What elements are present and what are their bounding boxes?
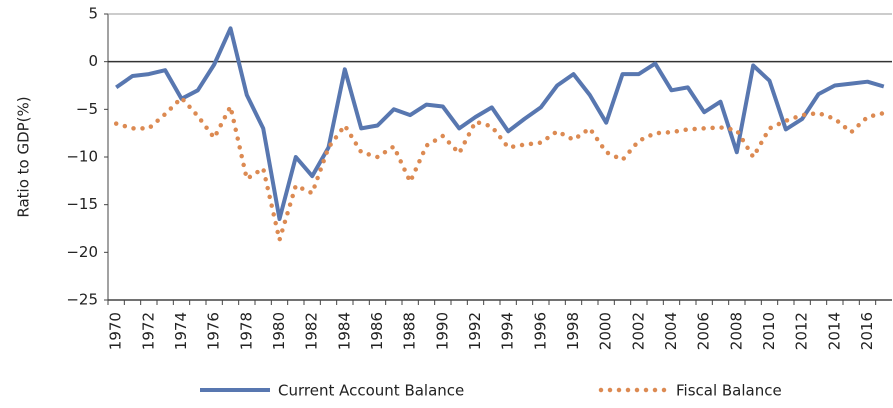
- x-tick-label: 1980: [270, 312, 288, 350]
- legend-label: Current Account Balance: [278, 382, 464, 400]
- x-tick-label: 2008: [727, 312, 745, 350]
- y-tick-label: −20: [66, 243, 98, 261]
- x-tick-label: 1972: [139, 312, 157, 350]
- y-tick-label: −25: [66, 291, 98, 309]
- x-tick-label: 2016: [858, 312, 876, 350]
- x-tick-label: 2012: [793, 312, 811, 350]
- x-tick-label: 2002: [629, 312, 647, 350]
- series-line: [113, 95, 887, 243]
- x-tick-label: 1986: [368, 312, 386, 350]
- x-tick-label: 1992: [466, 312, 484, 350]
- x-tick-label: 1998: [564, 312, 582, 350]
- x-tick-label: 2006: [695, 312, 713, 350]
- y-tick-label: 0: [88, 52, 98, 70]
- legend-label: Fiscal Balance: [676, 382, 782, 400]
- x-tick-label: 1978: [237, 312, 255, 350]
- x-tick-label: 1984: [335, 312, 353, 350]
- x-tick-label: 1990: [433, 312, 451, 350]
- y-tick-label: 5: [88, 5, 98, 23]
- x-tick-label: 1988: [401, 312, 419, 350]
- x-tick-label: 2014: [825, 312, 843, 350]
- x-tick-label: 2004: [662, 312, 680, 350]
- y-axis-label: Ratio to GDP(%): [15, 96, 33, 217]
- x-tick-label: 1994: [499, 312, 517, 350]
- x-tick-label: 1996: [531, 312, 549, 350]
- x-tick-label: 2010: [760, 312, 778, 350]
- series-line: [115, 26, 885, 221]
- y-tick-label: −5: [76, 100, 98, 118]
- y-tick-label: −15: [66, 195, 98, 213]
- x-tick-label: 1976: [205, 312, 223, 350]
- x-tick-label: 1970: [107, 312, 125, 350]
- x-tick-label: 1982: [303, 312, 321, 350]
- x-tick-label: 1974: [172, 312, 190, 350]
- y-tick-label: −10: [66, 148, 98, 166]
- x-tick-label: 2000: [597, 312, 615, 350]
